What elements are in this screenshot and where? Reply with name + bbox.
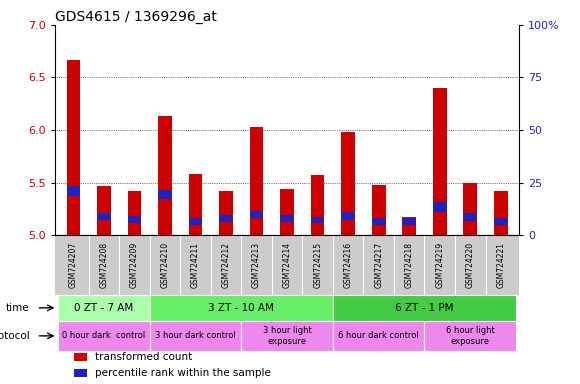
Text: GSM724211: GSM724211 <box>191 242 200 288</box>
Bar <box>97 186 111 235</box>
Bar <box>74 369 86 377</box>
Bar <box>219 191 233 235</box>
Bar <box>311 217 324 223</box>
Bar <box>494 191 508 235</box>
Bar <box>433 202 447 212</box>
Bar <box>74 353 86 361</box>
Bar <box>372 218 386 225</box>
Bar <box>433 88 447 235</box>
Bar <box>241 321 333 351</box>
Bar <box>341 132 355 235</box>
Bar <box>188 218 202 225</box>
Bar <box>333 321 425 351</box>
Bar <box>463 213 477 221</box>
Text: GSM724219: GSM724219 <box>435 242 444 288</box>
Text: 6 hour dark control: 6 hour dark control <box>338 331 419 340</box>
Bar <box>280 215 294 222</box>
Bar <box>158 116 172 235</box>
Bar <box>341 212 355 220</box>
Text: 3 hour light
exposure: 3 hour light exposure <box>263 326 311 346</box>
Text: 3 hour dark control: 3 hour dark control <box>155 331 236 340</box>
Text: GSM724210: GSM724210 <box>161 242 169 288</box>
Bar <box>219 215 233 222</box>
Text: GSM724221: GSM724221 <box>496 242 505 288</box>
Text: GSM724213: GSM724213 <box>252 242 261 288</box>
Bar <box>67 186 80 196</box>
Text: 6 ZT - 1 PM: 6 ZT - 1 PM <box>395 303 454 313</box>
Text: GSM724215: GSM724215 <box>313 242 322 288</box>
Bar <box>58 295 150 321</box>
Bar <box>150 295 333 321</box>
Text: time: time <box>6 303 30 313</box>
Bar <box>311 175 324 235</box>
Text: GSM724208: GSM724208 <box>99 242 108 288</box>
Text: 0 ZT - 7 AM: 0 ZT - 7 AM <box>74 303 133 313</box>
Bar <box>150 321 241 351</box>
Bar <box>425 321 516 351</box>
Text: transformed count: transformed count <box>95 352 192 362</box>
Bar <box>280 189 294 235</box>
Bar <box>188 174 202 235</box>
Bar <box>97 213 111 220</box>
Text: GSM724214: GSM724214 <box>282 242 292 288</box>
Bar <box>463 182 477 235</box>
Bar <box>158 190 172 199</box>
Text: 3 ZT - 10 AM: 3 ZT - 10 AM <box>208 303 274 313</box>
Text: protocol: protocol <box>0 331 30 341</box>
Bar <box>58 321 150 351</box>
Bar <box>250 127 263 235</box>
Text: 0 hour dark  control: 0 hour dark control <box>62 331 146 340</box>
Text: GSM724220: GSM724220 <box>466 242 475 288</box>
Bar <box>67 60 80 235</box>
Bar <box>250 211 263 218</box>
Bar <box>494 218 508 225</box>
Bar <box>128 191 142 235</box>
Text: GSM724216: GSM724216 <box>344 242 353 288</box>
Bar <box>128 216 142 223</box>
Text: 6 hour light
exposure: 6 hour light exposure <box>446 326 495 346</box>
Text: percentile rank within the sample: percentile rank within the sample <box>95 368 270 378</box>
Text: GSM724218: GSM724218 <box>405 242 414 288</box>
Text: GSM724207: GSM724207 <box>69 242 78 288</box>
Text: GSM724217: GSM724217 <box>374 242 383 288</box>
Bar <box>333 295 516 321</box>
Bar <box>372 185 386 235</box>
Text: GSM724209: GSM724209 <box>130 242 139 288</box>
Text: GSM724212: GSM724212 <box>222 242 230 288</box>
Bar <box>403 217 416 235</box>
Text: GDS4615 / 1369296_at: GDS4615 / 1369296_at <box>55 10 217 24</box>
Bar <box>403 218 416 225</box>
